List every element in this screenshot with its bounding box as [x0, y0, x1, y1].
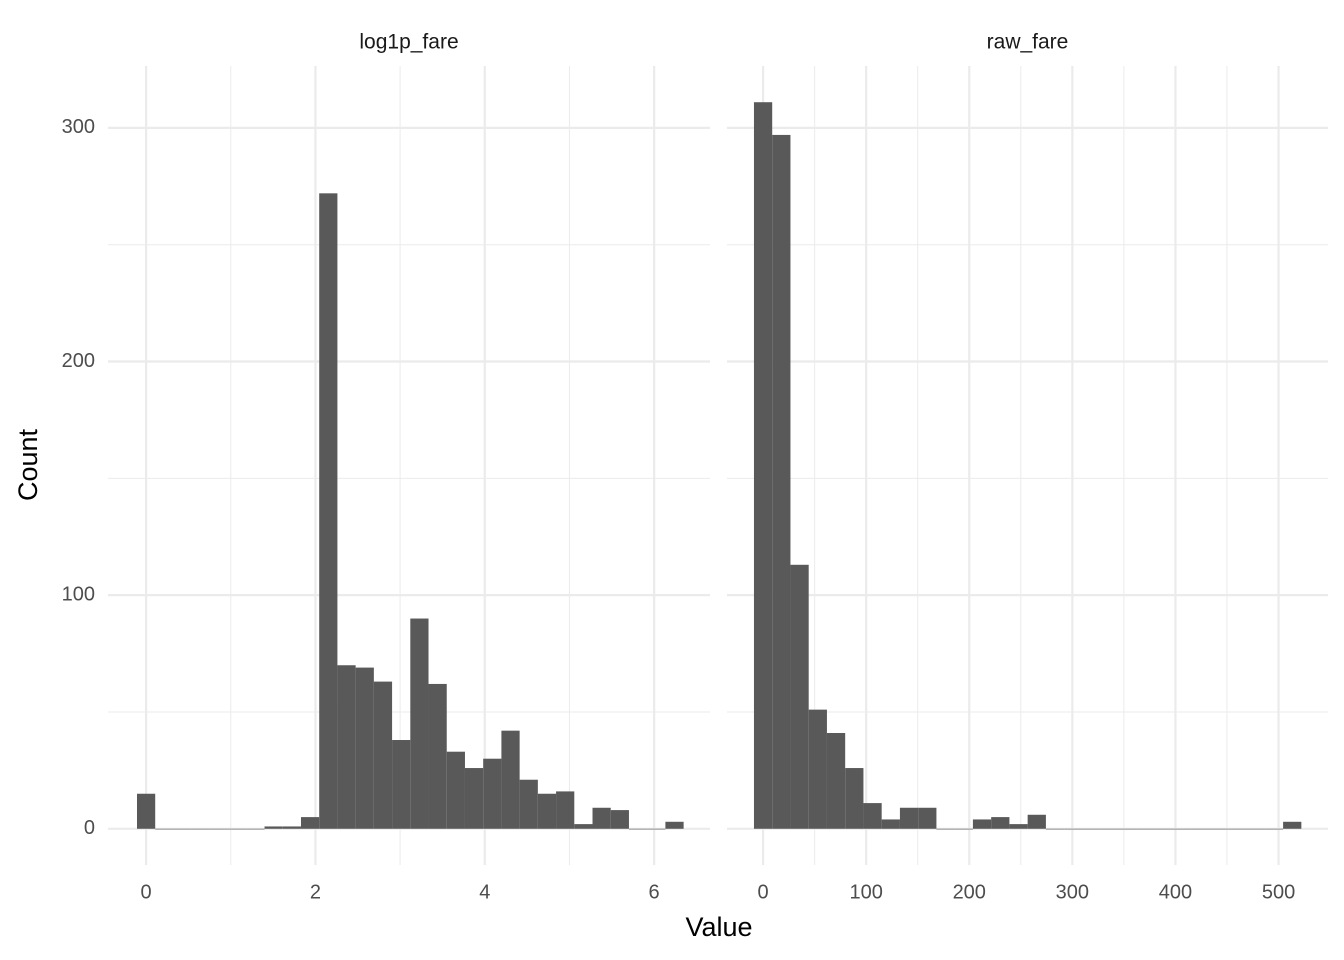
bar	[228, 828, 247, 830]
bar	[556, 791, 575, 829]
x-tick-label: 200	[953, 881, 986, 903]
x-axis-title: Value	[685, 912, 752, 942]
bar	[191, 828, 210, 830]
bar	[519, 779, 538, 829]
bar	[1210, 828, 1229, 830]
bar	[628, 828, 648, 830]
bar	[282, 826, 301, 829]
bar	[319, 193, 338, 829]
bar	[537, 793, 557, 829]
bar	[991, 817, 1010, 829]
bar	[1155, 828, 1174, 830]
bar	[845, 768, 864, 829]
x-tick-label: 2	[310, 881, 321, 903]
bar	[574, 824, 593, 829]
bar	[808, 709, 827, 829]
bar	[410, 618, 429, 829]
x-tick-label: 100	[849, 881, 882, 903]
bar	[428, 683, 447, 829]
panel-title: log1p_fare	[359, 31, 458, 54]
bar	[826, 733, 846, 829]
bar	[863, 803, 882, 829]
bar	[1283, 821, 1302, 829]
bar	[1173, 828, 1192, 830]
bar	[1064, 828, 1083, 830]
bar	[355, 667, 374, 829]
bar	[501, 730, 520, 829]
x-tick-label: 300	[1056, 881, 1089, 903]
bar	[392, 740, 411, 829]
bar	[936, 828, 955, 830]
bar	[483, 758, 502, 829]
bar	[155, 828, 174, 830]
y-axis-title: Count	[13, 428, 43, 501]
bar	[246, 828, 265, 830]
x-tick-label: 0	[141, 881, 152, 903]
bar	[972, 819, 992, 829]
bar	[1137, 828, 1156, 830]
bar	[647, 828, 666, 830]
bar	[665, 821, 684, 829]
x-tick-label: 0	[758, 881, 769, 903]
bar	[899, 807, 919, 829]
bar	[446, 751, 465, 829]
bar	[264, 826, 283, 829]
bar	[1228, 828, 1247, 830]
bar	[1191, 828, 1211, 830]
bar	[592, 807, 611, 829]
bar	[373, 681, 393, 829]
bar	[136, 793, 156, 829]
y-tick-label: 200	[62, 350, 95, 372]
bar	[954, 828, 973, 830]
x-tick-label: 6	[649, 881, 660, 903]
bar	[881, 819, 900, 829]
y-tick-label: 300	[62, 116, 95, 138]
bar	[173, 828, 192, 830]
panel-title: raw_fare	[987, 31, 1069, 54]
x-tick-label: 400	[1159, 881, 1192, 903]
bar	[918, 807, 937, 829]
y-tick-label: 100	[62, 583, 95, 605]
x-tick-label: 500	[1262, 881, 1295, 903]
bar	[337, 665, 356, 829]
bar	[1009, 824, 1028, 829]
bar	[610, 810, 629, 829]
y-tick-label: 0	[84, 817, 95, 839]
bar	[300, 817, 320, 829]
bar	[1045, 828, 1065, 830]
bar	[1118, 828, 1138, 830]
x-tick-label: 4	[479, 881, 490, 903]
bar	[209, 828, 229, 830]
bar	[772, 134, 791, 829]
bar	[1246, 828, 1265, 830]
bar	[464, 768, 484, 829]
bar	[1100, 828, 1119, 830]
bar	[1264, 828, 1284, 830]
bar	[753, 102, 773, 829]
bar	[1027, 814, 1046, 829]
bar	[1082, 828, 1101, 830]
bar	[790, 564, 809, 829]
